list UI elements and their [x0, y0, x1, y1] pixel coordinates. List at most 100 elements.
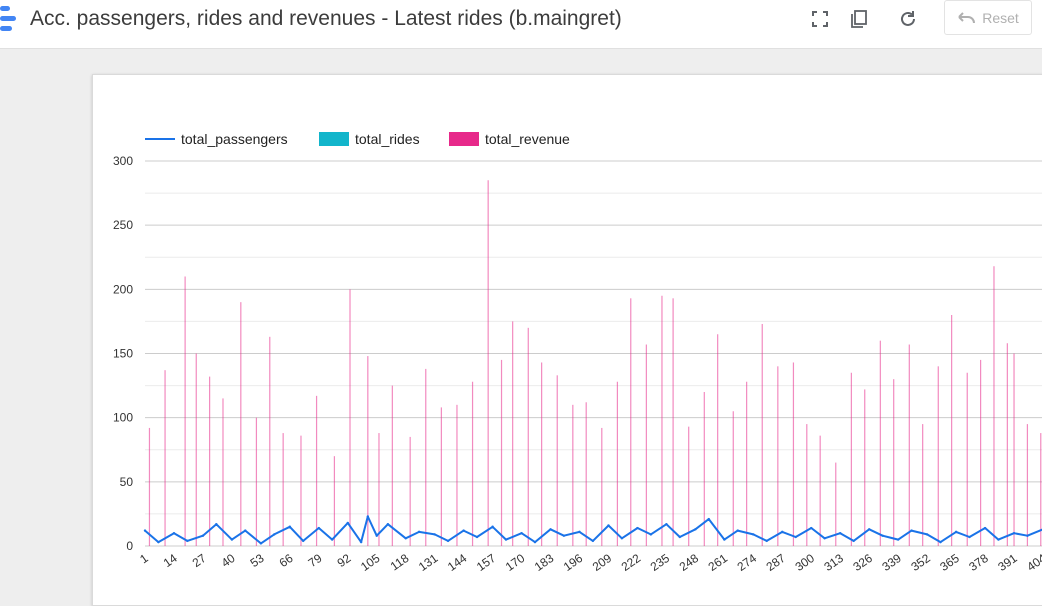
- passengers-point: [387, 523, 389, 525]
- x-tick-label: 404: [1024, 551, 1042, 574]
- revenue-bar: [951, 315, 952, 546]
- passengers-point: [897, 538, 899, 540]
- passengers-point: [694, 528, 696, 530]
- revenue-bar: [572, 405, 573, 546]
- refresh-button[interactable]: [895, 6, 921, 32]
- x-tick-label: 53: [248, 551, 267, 570]
- revenue-bar: [717, 334, 718, 546]
- passengers-point: [679, 536, 681, 538]
- revenue-bar: [601, 428, 602, 546]
- passengers-point: [1013, 532, 1015, 534]
- revenue-bar: [880, 341, 881, 546]
- passengers-point: [636, 527, 638, 529]
- passengers-point: [563, 535, 565, 537]
- revenue-bar: [541, 362, 542, 546]
- revenue-bar: [334, 456, 335, 546]
- x-tick-label: 1: [137, 551, 151, 566]
- passengers-point: [881, 535, 883, 537]
- passengers-line: [145, 517, 1042, 544]
- passengers-point: [839, 532, 841, 534]
- revenue-bar: [441, 407, 442, 546]
- revenue-bar: [630, 298, 631, 546]
- x-tick-label: 105: [358, 551, 383, 574]
- revenue-bar: [938, 366, 939, 546]
- passengers-point: [405, 537, 407, 539]
- x-tick-label: 92: [335, 551, 354, 570]
- revenue-bar: [993, 266, 994, 546]
- passengers-point: [723, 538, 725, 540]
- y-tick-label: 50: [120, 475, 134, 489]
- x-tick-label: 209: [590, 551, 615, 574]
- passengers-point: [549, 528, 551, 530]
- x-tick-label: 40: [219, 551, 238, 570]
- passengers-point: [852, 540, 854, 542]
- x-tick-label: 287: [764, 551, 789, 574]
- revenue-bar: [316, 396, 317, 546]
- x-tick-label: 79: [306, 551, 325, 570]
- revenue-bar: [746, 382, 747, 546]
- gridlines: [145, 161, 1042, 546]
- revenue-bar: [980, 360, 981, 546]
- revenue-bar: [793, 362, 794, 546]
- passengers-point: [215, 523, 217, 525]
- passengers-point: [476, 536, 478, 538]
- revenue-bar: [392, 386, 393, 546]
- revenue-bar: [349, 289, 350, 546]
- copy-icon: [849, 9, 869, 29]
- revenue-bar: [806, 424, 807, 546]
- passengers-point: [737, 529, 739, 531]
- revenue-bar: [851, 373, 852, 546]
- fullscreen-icon: [811, 10, 829, 28]
- x-tick-label: 196: [561, 551, 586, 574]
- revenue-bar: [586, 402, 587, 546]
- refresh-icon: [898, 9, 918, 29]
- passengers-point: [520, 532, 522, 534]
- revenue-bar: [269, 337, 270, 546]
- passengers-point: [157, 541, 159, 543]
- passengers-point: [144, 529, 146, 531]
- x-tick-label: 326: [850, 551, 875, 574]
- fullscreen-button[interactable]: [807, 6, 833, 32]
- x-tick-label: 118: [388, 551, 412, 574]
- x-tick-label: 27: [190, 551, 209, 570]
- revenue-bar: [512, 321, 513, 546]
- legend-label-total-revenue: total_revenue: [485, 131, 570, 147]
- revenue-bar: [196, 354, 197, 547]
- revenue-bar: [820, 436, 821, 546]
- revenue-bar: [661, 296, 662, 546]
- passengers-point: [347, 522, 349, 524]
- revenue-bar: [378, 433, 379, 546]
- revenue-bar: [557, 375, 558, 546]
- passengers-point: [491, 526, 493, 528]
- x-tick-label: 131: [416, 551, 441, 574]
- app-logo-icon: [0, 6, 16, 32]
- passengers-point: [360, 541, 362, 543]
- reset-button[interactable]: Reset: [944, 0, 1032, 35]
- passengers-point: [665, 523, 667, 525]
- passengers-point: [231, 538, 233, 540]
- passengers-point: [607, 524, 609, 526]
- revenue-bar: [501, 360, 502, 546]
- revenue-bar: [300, 436, 301, 546]
- passengers-point: [1026, 535, 1028, 537]
- x-tick-label: 339: [879, 551, 904, 574]
- passengers-point: [331, 538, 333, 540]
- legend-swatch-total-rides: [319, 132, 349, 146]
- passengers-point: [273, 533, 275, 535]
- x-tick-label: 235: [648, 551, 673, 574]
- passengers-point: [318, 527, 320, 529]
- passengers-point: [968, 536, 970, 538]
- revenue-bar: [472, 382, 473, 546]
- revenue-bar: [222, 398, 223, 546]
- passengers-point: [578, 531, 580, 533]
- passengers-point: [433, 533, 435, 535]
- copy-button[interactable]: [846, 6, 872, 32]
- y-tick-label: 300: [113, 154, 133, 168]
- x-tick-label: 170: [503, 551, 528, 574]
- legend-swatch-total-revenue: [449, 132, 479, 146]
- passengers-point: [997, 538, 999, 540]
- revenue-bar: [777, 366, 778, 546]
- revenue-bar: [762, 324, 763, 546]
- x-tick-label: 157: [474, 551, 499, 574]
